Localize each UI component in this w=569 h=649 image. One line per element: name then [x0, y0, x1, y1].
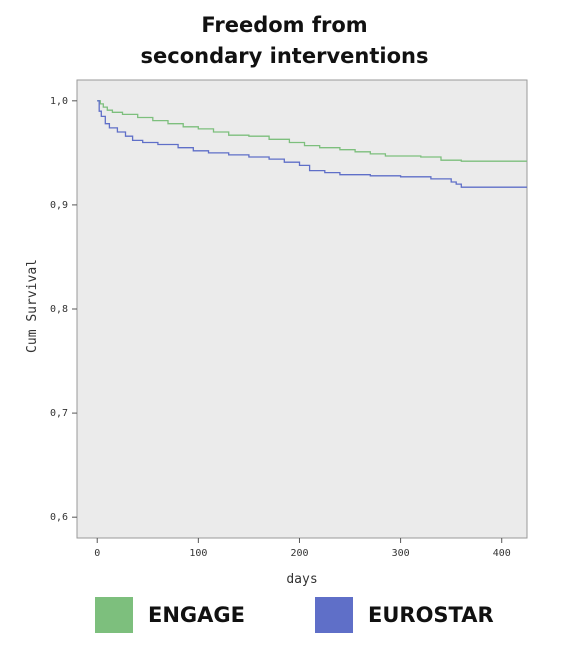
chart-title: Freedom from secondary interventions	[0, 10, 569, 72]
legend-item-engage: ENGAGE	[95, 596, 245, 634]
x-axis-label: days	[286, 572, 317, 587]
series-layer	[97, 100, 527, 188]
x-tick-label-0: 0	[94, 548, 100, 559]
legend-label-engage: ENGAGE	[148, 603, 245, 627]
chart-title-line-1: Freedom from	[201, 13, 368, 37]
y-tick-label-2: 0,8	[50, 304, 68, 315]
y-axis-label: Cum Survival	[25, 259, 40, 353]
y-tick-label-3: 0,7	[50, 408, 68, 419]
legend-item-eurostar: EUROSTAR	[315, 596, 494, 634]
series-line-engage	[97, 100, 527, 162]
x-tick-label-4: 400	[493, 548, 511, 559]
y-tick-label-0: 1,0	[50, 96, 68, 107]
series-line-eurostar	[97, 100, 527, 188]
axes: 1,0 0,9 0,8 0,7 0,6 0 100 200 300 400	[50, 96, 511, 559]
x-tick-label-1: 100	[189, 548, 207, 559]
legend: ENGAGE EUROSTAR	[0, 596, 569, 636]
plot-area	[76, 79, 528, 539]
legend-label-eurostar: EUROSTAR	[368, 603, 494, 627]
y-tick-label-1: 0,9	[50, 200, 68, 211]
chart-title-line-2: secondary interventions	[140, 44, 429, 68]
x-tick-label-2: 200	[290, 548, 308, 559]
legend-swatch-engage	[95, 597, 133, 633]
legend-swatch-eurostar	[315, 597, 353, 633]
survival-chart: 1,0 0,9 0,8 0,7 0,6 0 100 200 300 400 days Cum Su…	[25, 79, 528, 587]
x-tick-label-3: 300	[392, 548, 410, 559]
y-tick-label-4: 0,6	[50, 512, 68, 523]
